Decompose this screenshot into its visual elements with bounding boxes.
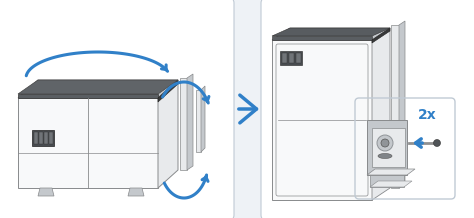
Polygon shape	[180, 78, 187, 170]
Bar	[39, 132, 43, 144]
Bar	[282, 53, 287, 63]
Polygon shape	[158, 80, 178, 102]
Polygon shape	[391, 25, 399, 188]
Polygon shape	[372, 28, 390, 43]
Polygon shape	[272, 36, 372, 40]
Polygon shape	[18, 98, 158, 188]
Polygon shape	[372, 28, 390, 200]
Circle shape	[381, 139, 389, 147]
FancyArrowPatch shape	[239, 95, 256, 123]
Polygon shape	[399, 21, 405, 188]
Bar	[44, 132, 48, 144]
Polygon shape	[18, 80, 178, 94]
Circle shape	[392, 170, 398, 175]
Polygon shape	[158, 80, 178, 188]
Polygon shape	[272, 28, 390, 36]
Ellipse shape	[378, 153, 392, 158]
Polygon shape	[187, 74, 193, 170]
FancyBboxPatch shape	[0, 0, 234, 218]
Bar	[34, 132, 38, 144]
Polygon shape	[38, 188, 54, 196]
Polygon shape	[32, 130, 54, 146]
Bar	[289, 53, 294, 63]
Polygon shape	[370, 175, 404, 187]
Circle shape	[377, 135, 393, 151]
Polygon shape	[272, 28, 390, 40]
Polygon shape	[196, 90, 201, 152]
Polygon shape	[201, 86, 205, 152]
FancyBboxPatch shape	[261, 0, 474, 218]
Circle shape	[434, 140, 440, 146]
Polygon shape	[18, 80, 178, 98]
Polygon shape	[128, 188, 144, 196]
Polygon shape	[370, 181, 412, 187]
Polygon shape	[280, 51, 302, 65]
Polygon shape	[367, 169, 415, 175]
Circle shape	[392, 150, 398, 155]
Polygon shape	[367, 120, 407, 175]
Polygon shape	[372, 128, 405, 167]
Bar	[296, 53, 301, 63]
Polygon shape	[18, 94, 158, 98]
Polygon shape	[272, 40, 372, 200]
Bar	[49, 132, 53, 144]
Text: 2x: 2x	[418, 108, 437, 122]
